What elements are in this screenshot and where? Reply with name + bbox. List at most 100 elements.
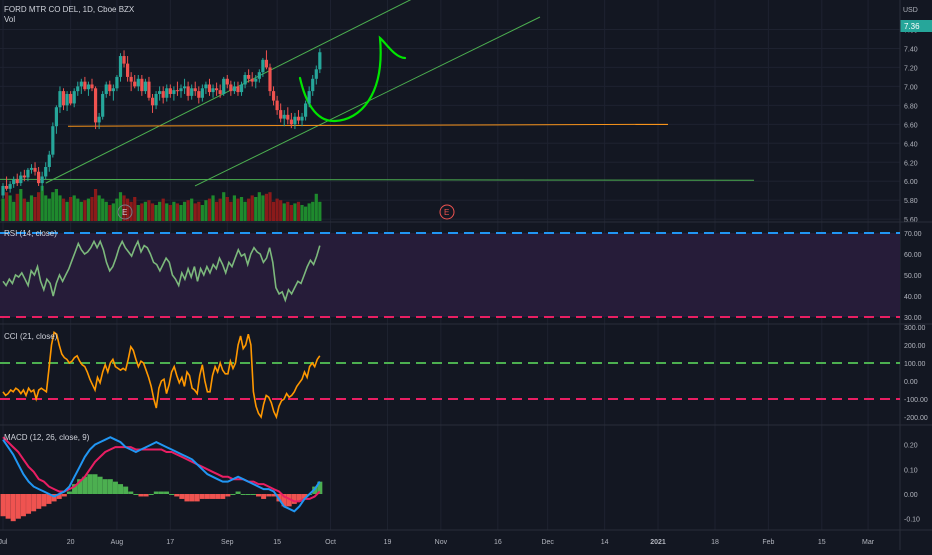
volume-bar [304, 206, 308, 221]
macd-histogram-bar [189, 494, 195, 502]
macd-histogram-bar [138, 494, 144, 497]
time-axis[interactable]: Jul 20 Aug 17 Sep 15 Oct 19 Nov 16 Dec 14 2021 18 Feb 1… [0, 539, 875, 546]
candle-body [12, 179, 16, 185]
candle-body [318, 52, 322, 70]
volume-bar [93, 189, 98, 221]
macd-histogram-bar [266, 494, 272, 497]
cci-tick-label: 0.00 [904, 379, 918, 386]
candle-body [69, 93, 73, 104]
candle-body [232, 86, 236, 92]
candle-body [33, 167, 37, 172]
trendline-drawings[interactable] [0, 0, 755, 187]
volume-bar [172, 201, 176, 221]
macd-histogram-bar [271, 494, 277, 497]
macd-histogram-bar [10, 494, 16, 522]
candle-body [229, 84, 233, 92]
time-tick-label: Nov [435, 539, 448, 546]
candle-body [186, 86, 190, 96]
macd-histogram-bar [148, 494, 154, 495]
currency-label: USD [903, 7, 918, 14]
macd-histogram-bar [112, 481, 118, 494]
macd-histogram-bar [128, 491, 134, 494]
cci-tick-label: -100.00 [904, 397, 928, 404]
cci-axis[interactable]: 300.00 200.00 100.00 0.00 -100.00 -200.00 [904, 325, 928, 422]
candle-body [118, 56, 123, 77]
macd-histogram-bar [302, 494, 308, 499]
macd-histogram-bar [153, 491, 159, 494]
earnings-marker-1[interactable]: E [117, 204, 133, 220]
volume-bar [83, 200, 87, 221]
candle-body [86, 84, 91, 90]
candle-body [44, 166, 48, 177]
macd-histogram-bar [235, 491, 241, 494]
volume-bar [133, 197, 137, 221]
volume-bar [47, 198, 51, 221]
candle-body [129, 76, 133, 82]
macd-axis[interactable]: 0.20 0.10 0.00 -0.10 [904, 443, 920, 524]
volume-bar [211, 195, 215, 221]
price-tick-label: 7.20 [904, 65, 918, 72]
time-tick-label: 15 [273, 539, 281, 546]
earnings-marker-2[interactable]: E [439, 204, 455, 220]
macd-tick-label: 0.10 [904, 467, 918, 474]
cci-tick-label: 100.00 [904, 361, 926, 368]
candle-body [29, 167, 34, 170]
price-tick-label: 6.20 [904, 160, 918, 167]
volume-bar [193, 203, 197, 221]
candle-body [104, 84, 108, 94]
macd-histogram-bar [194, 494, 200, 502]
macd-histogram-bar [72, 484, 78, 494]
price-tick-label: 6.60 [904, 122, 918, 129]
candle-body [215, 88, 219, 91]
macd-histogram-bar [15, 494, 21, 519]
macd-histogram-bar [118, 484, 124, 494]
macd-histogram-bar [133, 494, 139, 495]
volume-bar [33, 197, 37, 221]
volume-bar [257, 192, 261, 221]
candle-body [172, 90, 176, 94]
rsi-tick-label: 70.00 [904, 231, 922, 238]
candle-body [222, 78, 226, 94]
volume-bar [54, 189, 58, 221]
volume-bar [90, 197, 94, 221]
candle-body [22, 175, 26, 178]
macd-histogram-bar [230, 494, 236, 495]
price-tick-label: 5.60 [904, 217, 918, 224]
volume-bar [296, 201, 301, 221]
time-tick-label: Aug [111, 539, 124, 546]
cci-tick-label: -200.00 [904, 415, 928, 422]
candle-body [311, 78, 315, 92]
time-tick-label: 20 [67, 539, 75, 546]
candle-body [175, 90, 180, 92]
candle-body [264, 59, 269, 68]
macd-histogram-bar [256, 494, 262, 497]
macd-histogram-bar [46, 494, 52, 504]
rsi-axis[interactable]: 70.00 60.00 50.00 40.00 30.00 [904, 231, 922, 322]
macd-label: MACD (12, 26, close, 9) [4, 433, 90, 442]
macd-histogram-bar [87, 474, 93, 494]
volume-bar [140, 203, 144, 221]
support-line[interactable] [67, 123, 669, 127]
macd-histogram-bar [61, 494, 67, 497]
candle-body [140, 78, 144, 92]
candle-body [282, 114, 286, 119]
candle-body [200, 88, 204, 98]
volume-bar [179, 205, 183, 221]
hand-drawn-cup-curve[interactable] [298, 35, 407, 123]
volume-bar [218, 198, 222, 221]
macd-histogram-bar [123, 486, 129, 494]
candle-body [72, 91, 76, 104]
candle-body [243, 75, 247, 85]
candle-body [168, 88, 172, 94]
volume-bar [254, 197, 258, 221]
price-tick-label: 5.80 [904, 198, 918, 205]
rsi-tick-label: 60.00 [904, 252, 922, 259]
candle-body [126, 63, 130, 77]
horizontal-line[interactable] [0, 178, 755, 181]
macd-histogram-bar [286, 494, 292, 507]
candle-body [150, 97, 155, 106]
time-tick-label: 15 [818, 539, 826, 546]
volume-bar [40, 185, 44, 221]
